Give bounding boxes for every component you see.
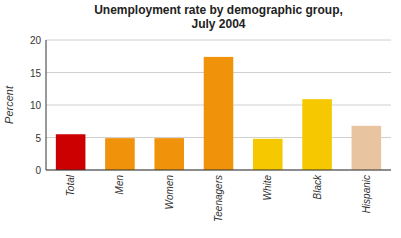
x-tick-label: Men <box>114 175 125 195</box>
y-tick-label: 5 <box>35 133 41 144</box>
x-tick-label: Women <box>164 175 175 210</box>
bar <box>56 134 86 170</box>
bar <box>352 126 382 170</box>
grid-line <box>46 40 391 41</box>
x-tick-label: Black <box>312 174 323 199</box>
y-axis-label: Percent <box>3 85 15 124</box>
bar <box>302 99 332 170</box>
title-line: Unemployment rate by demographic group, <box>94 3 343 17</box>
y-axis-line <box>46 40 47 170</box>
title-line: July 2004 <box>191 17 245 31</box>
bar <box>154 138 184 170</box>
x-tick-label: White <box>262 175 273 201</box>
chart-container: Unemployment rate by demographic group,J… <box>0 0 401 238</box>
title: Unemployment rate by demographic group,J… <box>94 3 343 31</box>
y-tick-label: 20 <box>30 35 42 46</box>
bar <box>204 57 234 170</box>
y-tick-label: 10 <box>30 100 42 111</box>
bar <box>253 139 283 170</box>
x-tick-label: Teenagers <box>213 175 224 222</box>
bars <box>56 57 381 170</box>
x-tick-label: Total <box>65 174 76 196</box>
y-tick-label: 0 <box>35 165 41 176</box>
grid-line <box>46 170 391 171</box>
x-tick-label: Hispanic <box>361 175 372 213</box>
chart-svg: Unemployment rate by demographic group,J… <box>0 0 401 238</box>
y-tick-label: 15 <box>30 68 42 79</box>
x-axis-line <box>46 170 391 171</box>
bar <box>105 138 135 170</box>
